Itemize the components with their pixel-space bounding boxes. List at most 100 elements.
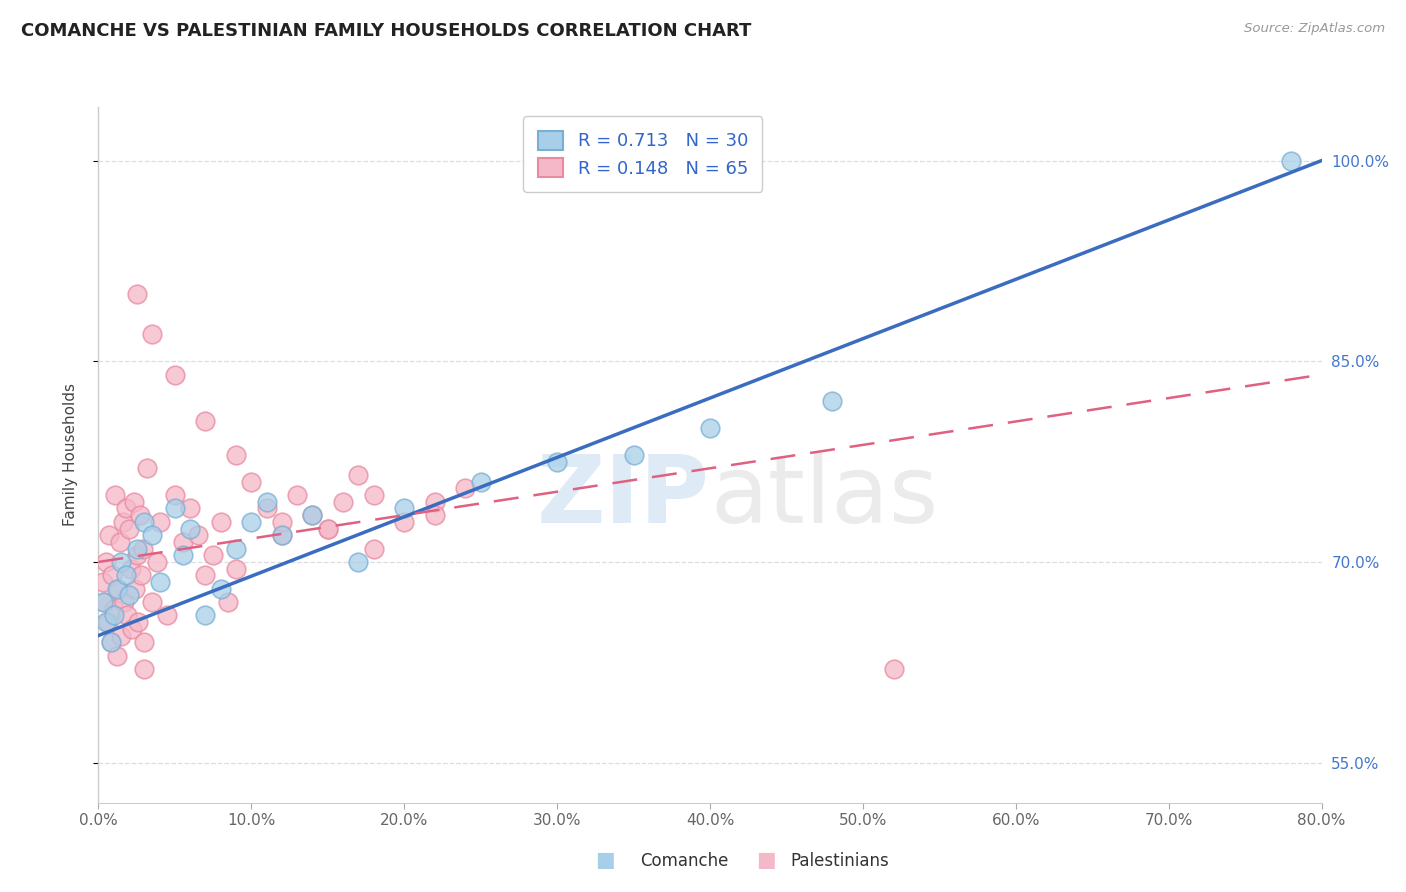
- Point: [108, 534, 131, 549]
- Point: [115, 568, 138, 582]
- Point: [546, 454, 568, 468]
- Point: [149, 515, 172, 529]
- Point: [240, 475, 263, 489]
- Point: [97, 615, 120, 629]
- Point: [270, 528, 294, 542]
- Point: [111, 515, 134, 529]
- Point: [392, 501, 416, 516]
- Point: [270, 528, 294, 542]
- Point: [134, 662, 156, 676]
- Point: [423, 494, 446, 508]
- Point: [149, 574, 172, 589]
- Point: [347, 555, 370, 569]
- Point: [145, 555, 167, 569]
- Point: [623, 448, 645, 462]
- Point: [112, 595, 135, 609]
- Point: [179, 501, 201, 516]
- Point: [301, 508, 323, 522]
- Point: [217, 595, 239, 609]
- Point: [122, 494, 145, 508]
- Point: [285, 488, 308, 502]
- Point: [127, 615, 149, 629]
- Point: [194, 414, 217, 428]
- Point: [117, 608, 139, 623]
- Point: [141, 528, 163, 542]
- Point: [128, 508, 150, 522]
- Point: [163, 368, 186, 382]
- Point: [332, 494, 354, 508]
- Point: [121, 622, 143, 636]
- Point: [120, 561, 142, 575]
- Point: [240, 515, 263, 529]
- Point: [256, 501, 278, 516]
- Point: [91, 595, 114, 609]
- Point: [454, 481, 477, 495]
- Point: [94, 615, 117, 629]
- Point: [225, 541, 247, 556]
- Point: [883, 662, 905, 676]
- Text: Comanche: Comanche: [640, 852, 728, 870]
- Text: ZIP: ZIP: [537, 450, 710, 542]
- Point: [125, 541, 148, 556]
- Text: ■: ■: [756, 850, 776, 870]
- Point: [209, 582, 232, 596]
- Point: [118, 588, 141, 602]
- Point: [1279, 153, 1302, 168]
- Point: [316, 521, 339, 535]
- Point: [363, 488, 385, 502]
- Point: [316, 521, 339, 535]
- Point: [125, 287, 148, 301]
- Point: [103, 601, 125, 615]
- Point: [163, 488, 186, 502]
- Point: [392, 515, 416, 529]
- Point: [125, 548, 148, 562]
- Point: [172, 548, 194, 562]
- Text: atlas: atlas: [710, 450, 938, 542]
- Point: [347, 467, 370, 482]
- Legend: R = 0.713   N = 30, R = 0.148   N = 65: R = 0.713 N = 30, R = 0.148 N = 65: [523, 116, 762, 192]
- Point: [100, 635, 122, 649]
- Point: [129, 568, 152, 582]
- Point: [179, 521, 201, 535]
- Text: COMANCHE VS PALESTINIAN FAMILY HOUSEHOLDS CORRELATION CHART: COMANCHE VS PALESTINIAN FAMILY HOUSEHOLD…: [21, 22, 751, 40]
- Point: [124, 582, 146, 596]
- Point: [134, 635, 156, 649]
- Y-axis label: Family Households: Family Households: [63, 384, 77, 526]
- Point: [101, 568, 124, 582]
- Point: [110, 555, 132, 569]
- Point: [225, 561, 247, 575]
- Point: [225, 448, 247, 462]
- Point: [105, 648, 128, 663]
- Point: [110, 628, 132, 642]
- Point: [118, 521, 141, 535]
- Point: [256, 494, 278, 508]
- Point: [194, 608, 217, 623]
- Point: [98, 528, 121, 542]
- Point: [209, 515, 232, 529]
- Point: [136, 461, 159, 475]
- Point: [163, 501, 186, 516]
- Point: [100, 635, 122, 649]
- Point: [187, 528, 209, 542]
- Point: [134, 515, 156, 529]
- Point: [93, 595, 115, 609]
- Point: [141, 327, 163, 342]
- Point: [699, 421, 721, 435]
- Point: [194, 568, 217, 582]
- Point: [470, 475, 492, 489]
- Point: [301, 508, 323, 522]
- Point: [202, 548, 225, 562]
- Point: [94, 555, 117, 569]
- Point: [423, 508, 446, 522]
- Text: Palestinians: Palestinians: [790, 852, 889, 870]
- Point: [104, 488, 127, 502]
- Point: [103, 608, 125, 623]
- Point: [141, 595, 163, 609]
- Point: [172, 534, 194, 549]
- Point: [132, 541, 155, 556]
- Point: [821, 394, 844, 409]
- Point: [156, 608, 179, 623]
- Point: [363, 541, 385, 556]
- Point: [115, 501, 138, 516]
- Point: [105, 582, 128, 596]
